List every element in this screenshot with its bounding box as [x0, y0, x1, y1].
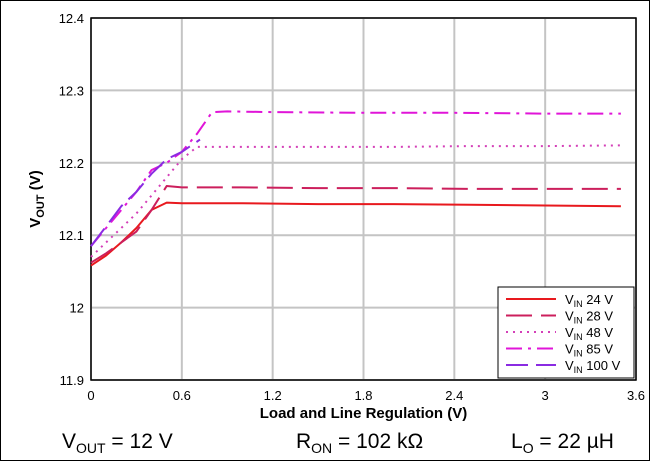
vout-value: = 12 V: [105, 430, 173, 453]
x-axis-label: Load and Line Regulation (V): [260, 405, 468, 422]
legend-label: VIN 24 V: [565, 292, 613, 309]
plot-border: [90, 17, 637, 381]
legend-label: VIN 100 V: [565, 358, 621, 375]
lo-symbol: L: [511, 430, 523, 453]
x-tick-label: 0: [87, 388, 94, 403]
series-line-4: [90, 110, 621, 247]
series-line-2: [90, 185, 621, 264]
ron-value: = 102 kΩ: [332, 430, 424, 453]
y-tick-label: 12.4: [59, 11, 84, 26]
legend-label: VIN 85 V: [565, 342, 613, 359]
lo-subscript: O: [522, 440, 534, 457]
lo-value: = 22 µH: [533, 430, 614, 453]
x-tick-label: 3.6: [627, 388, 645, 403]
vout-subscript: OUT: [76, 440, 106, 457]
legend-label: VIN 28 V: [565, 309, 613, 326]
x-tick-label: 1.2: [264, 388, 282, 403]
series-line-3: [90, 144, 621, 258]
x-tick-label: 0.6: [173, 388, 191, 403]
vout-symbol: V: [62, 430, 77, 453]
ron-condition: RON = 102 kΩ: [296, 430, 423, 456]
vout-condition: VOUT = 12 V: [62, 430, 173, 456]
x-tick-label: 1.8: [354, 388, 372, 403]
y-tick-label: 12.3: [59, 83, 84, 98]
y-tick-label: 11.9: [60, 373, 84, 388]
series-line-5: [90, 138, 201, 247]
x-tick-label: 3: [542, 388, 549, 403]
y-tick-label: 12: [70, 301, 84, 316]
y-axis-label: VOUT (V): [27, 170, 47, 227]
lo-condition: LO = 22 µH: [511, 430, 614, 456]
ron-symbol: R: [296, 430, 312, 453]
y-tick-label: 12.2: [59, 156, 84, 171]
y-tick-label: 12.1: [59, 228, 84, 243]
legend-label: VIN 48 V: [565, 325, 613, 342]
ron-subscript: ON: [311, 440, 333, 457]
x-tick-label: 2.4: [445, 388, 463, 403]
